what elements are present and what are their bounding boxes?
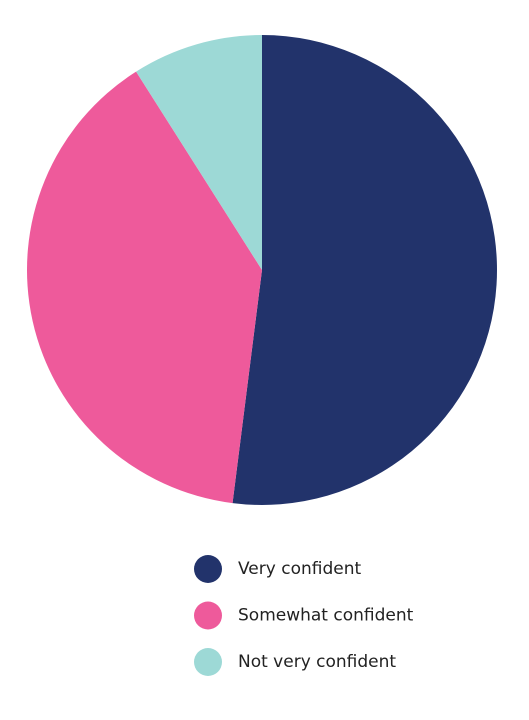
legend-swatch (194, 648, 222, 676)
legend-label: Somewhat confident (238, 606, 414, 626)
pie-slice (27, 71, 262, 504)
legend-swatch (194, 555, 222, 583)
pie-slice (232, 35, 497, 505)
pie-slice (136, 35, 262, 270)
legend-label: Not very confident (238, 652, 396, 672)
legend-swatch (194, 601, 222, 630)
legend-label: Very confident (238, 559, 361, 579)
